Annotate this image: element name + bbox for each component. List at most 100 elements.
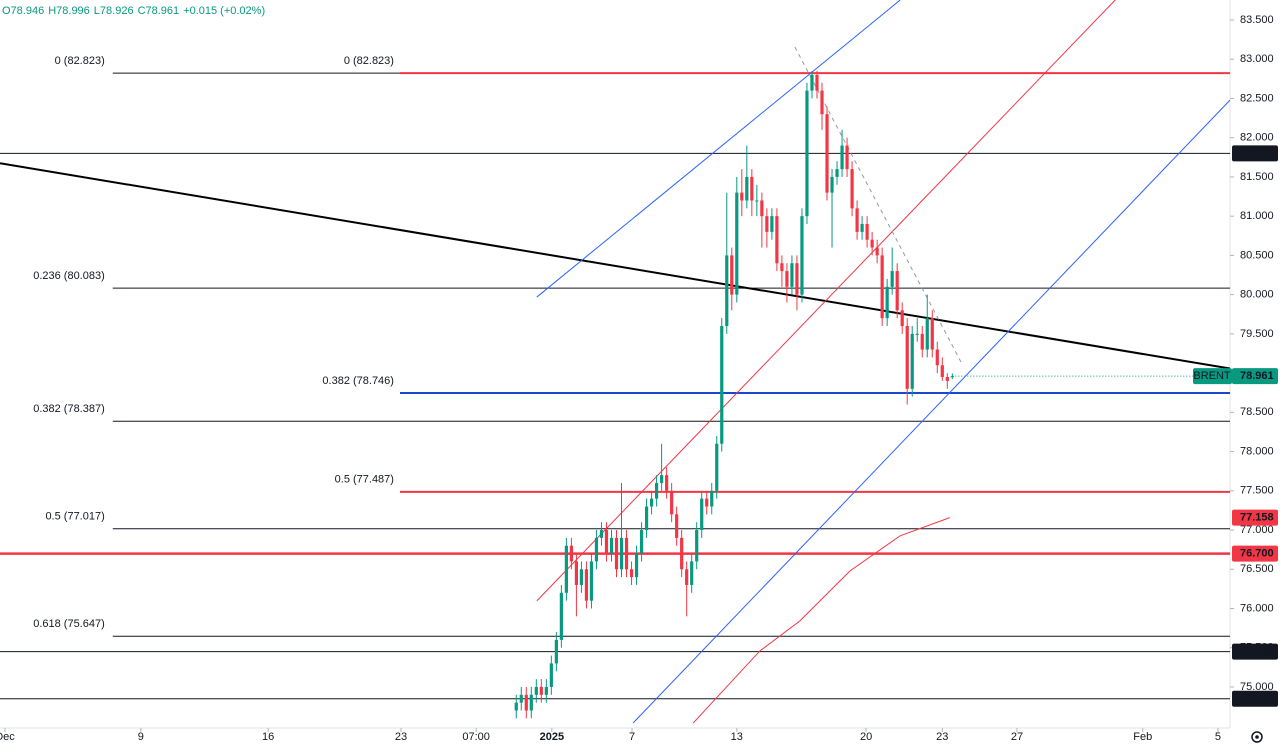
candle-body <box>649 498 654 507</box>
y-tick-label: 80.500 <box>1240 249 1274 261</box>
candle-body <box>745 176 749 201</box>
candle-body <box>925 318 929 350</box>
y-tick-label: 82.000 <box>1240 132 1274 144</box>
price-tag-label: 76.700 <box>1240 547 1274 559</box>
candle-body <box>534 686 538 695</box>
candle-body <box>514 702 518 711</box>
candle-body <box>740 192 744 201</box>
fib-label: 0.382 (78.746) <box>322 375 394 387</box>
x-tick-label: 13 <box>731 731 743 743</box>
trend-line <box>632 99 1230 724</box>
candle-body <box>579 569 584 585</box>
candle-body <box>770 216 774 232</box>
candle-body <box>830 176 834 193</box>
candle-body <box>780 263 784 272</box>
moving-average <box>692 517 950 724</box>
x-tick-label: 23 <box>395 731 407 743</box>
trend-line <box>536 0 901 298</box>
price-tag <box>1232 509 1278 526</box>
candle-body <box>715 443 719 491</box>
symbol-tag-label: BRENT <box>1193 370 1231 382</box>
y-tick-label: 83.500 <box>1240 14 1274 26</box>
candle-body <box>670 490 674 515</box>
candle-body <box>785 271 789 287</box>
candle-body <box>639 530 644 554</box>
ohlc-item: O78.946 <box>2 5 44 17</box>
y-tick-label: 75.000 <box>1240 681 1274 693</box>
candle-body <box>619 537 624 570</box>
candle-body <box>680 537 684 570</box>
candle-body <box>875 247 879 256</box>
candle-body <box>845 145 849 170</box>
candle-body <box>705 498 709 507</box>
candle-body <box>835 169 839 177</box>
candle-body <box>700 498 704 531</box>
candle-body <box>574 561 579 585</box>
y-tick-label: 79.500 <box>1240 328 1274 340</box>
x-tick-label: Feb <box>1133 731 1152 743</box>
x-tick-label: 9 <box>138 731 144 743</box>
candle-body <box>529 694 533 711</box>
price-tag-label: 75.450 <box>1240 646 1274 658</box>
candle-body <box>634 553 639 578</box>
candle-body <box>750 176 754 201</box>
price-tag <box>1232 368 1278 385</box>
candle-body <box>690 561 694 585</box>
fib-label: 0.236 (80.083) <box>33 270 105 282</box>
candle-body <box>890 271 894 287</box>
candle-body <box>945 377 949 381</box>
y-tick-label: 77.000 <box>1240 524 1274 536</box>
candle-body <box>519 694 523 703</box>
candle-body <box>915 333 919 335</box>
ohlc-item: C78.961 <box>138 5 180 17</box>
candle-body <box>865 224 869 240</box>
fib-label: 0.5 (77.487) <box>335 474 394 486</box>
candle-body <box>644 506 649 531</box>
candle-body <box>660 475 664 483</box>
fib-label: 0.382 (78.387) <box>33 403 105 415</box>
candle-body <box>539 686 543 695</box>
candle-body <box>825 114 829 193</box>
y-tick-label: 80.000 <box>1240 289 1274 301</box>
candle-body <box>855 208 859 232</box>
candle-body <box>594 537 599 562</box>
candle-body <box>589 561 594 601</box>
candle-body <box>850 169 854 209</box>
candle-body <box>564 545 568 593</box>
settings-icon[interactable] <box>1251 731 1263 743</box>
x-tick-label: 2025 <box>540 731 564 743</box>
candle-body <box>940 365 944 378</box>
price-tag-label: 78.961 <box>1240 370 1274 382</box>
y-tick-label: 77.500 <box>1240 485 1274 497</box>
y-tick-label: 82.500 <box>1240 92 1274 104</box>
candle-body <box>795 263 799 295</box>
y-tick-label: 76.000 <box>1240 602 1274 614</box>
x-tick-label: 7 <box>629 731 635 743</box>
price-tag <box>1232 690 1278 707</box>
plot-area <box>0 0 1230 724</box>
gear <box>1251 731 1263 743</box>
price-tag-label: 74.850 <box>1240 693 1274 705</box>
candle-body <box>880 255 884 319</box>
candle-body <box>599 530 604 538</box>
x-tick-label: 20 <box>860 731 872 743</box>
candle-body <box>820 90 824 115</box>
candle-body <box>725 255 729 327</box>
trend-line <box>536 0 1116 602</box>
candle-body <box>559 592 563 640</box>
x-tick-label: 5 <box>1215 731 1221 743</box>
candle-body <box>805 90 809 217</box>
candle-body <box>735 192 739 295</box>
ohlc-item: +0.015 (+0.02%) <box>183 5 265 17</box>
fib-label: 0 (82.823) <box>344 55 394 67</box>
price-tag-label: 81.800 <box>1240 147 1274 159</box>
ohlc-item: L78.926 <box>94 5 134 17</box>
fib-label: 0.618 (75.647) <box>33 618 105 630</box>
candle-body <box>524 694 528 711</box>
fib-label: 0 (82.823) <box>55 55 105 67</box>
candle-body <box>870 239 874 248</box>
fib-label: 0.5 (77.017) <box>45 511 104 523</box>
candle-body <box>549 663 553 687</box>
